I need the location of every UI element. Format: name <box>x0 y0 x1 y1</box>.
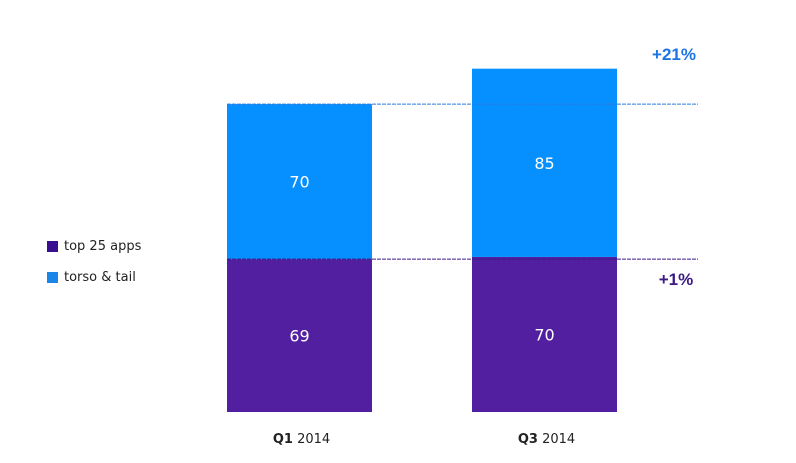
reference-lines-layer <box>227 103 698 260</box>
legend-swatch-top-25-apps <box>47 240 58 252</box>
data-label-top-25-apps-q1-2014: 69 <box>289 327 309 346</box>
legend-label-top-25-apps: top 25 apps <box>64 238 142 254</box>
bars-layer <box>227 68 617 412</box>
legend-item-torso-and-tail: torso & tail <box>47 267 141 287</box>
x-axis-ticks: Q1 2014 Q3 2014 <box>273 432 575 447</box>
bar-top-25-apps-q3-2014 <box>472 256 617 412</box>
change-annotation-top-25-apps: +1% <box>659 270 694 289</box>
legend-swatch-torso-and-tail <box>47 271 58 283</box>
change-annotation-torso-and-tail: +21% <box>652 45 696 64</box>
bar-torso-and-tail-q1-2014 <box>227 104 372 260</box>
labels-layer: 69 70 70 85 +21% +1% <box>289 45 696 346</box>
x-tick-q3-2014: Q3 2014 <box>518 432 575 447</box>
legend-label-torso-and-tail: torso & tail <box>64 269 136 285</box>
data-label-torso-and-tail-q3-2014: 85 <box>534 154 554 173</box>
bar-top-25-apps-q1-2014 <box>227 259 372 412</box>
legend: top 25 apps torso & tail <box>47 236 141 298</box>
bar-torso-and-tail-q3-2014 <box>472 68 617 257</box>
data-label-top-25-apps-q3-2014: 70 <box>534 325 554 344</box>
x-tick-q1-2014: Q1 2014 <box>273 432 330 447</box>
data-label-torso-and-tail-q1-2014: 70 <box>289 173 309 192</box>
legend-item-top-25-apps: top 25 apps <box>47 236 141 256</box>
